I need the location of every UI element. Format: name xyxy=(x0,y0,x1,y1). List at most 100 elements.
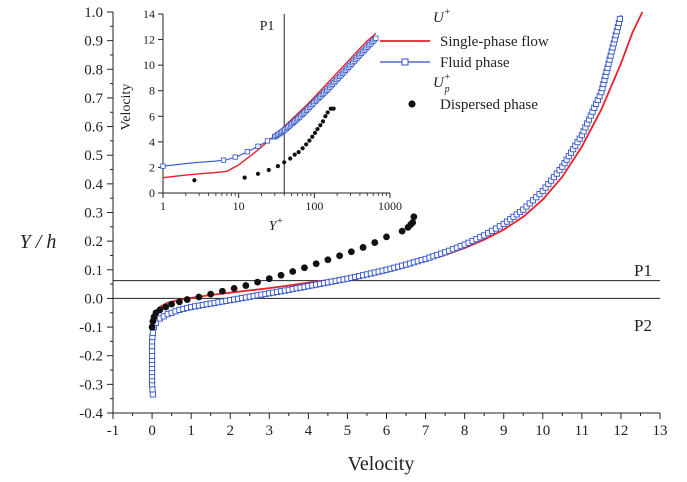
main-dispersed-phase-point xyxy=(168,300,176,308)
main-dispersed-phase-point xyxy=(383,233,390,241)
main-dispersed-phase-point xyxy=(162,303,170,311)
main-dispersed-phase-point xyxy=(219,287,226,295)
main-y-tick-label: -0.4 xyxy=(79,406,103,422)
main-fluid-phase-marker xyxy=(149,329,156,336)
inset-dispersed-phase-point xyxy=(315,126,320,132)
main-x-tick-label: 9 xyxy=(500,423,508,439)
main-x-tick-label: 0 xyxy=(148,423,156,439)
main-y-tick-label: 0.1 xyxy=(84,263,103,279)
legend-item-label: Single-phase flow xyxy=(440,34,549,50)
legend-swatch-dot xyxy=(408,100,416,108)
main-x-tick-label: 1 xyxy=(187,423,195,439)
main-fluid-phase-marker xyxy=(520,206,527,213)
inset-y-tick-label: 10 xyxy=(143,58,155,72)
main-dispersed-phase-point xyxy=(301,264,308,272)
inset-y-tick-label: 4 xyxy=(149,135,155,149)
inset-dispersed-phase-point xyxy=(304,142,309,147)
main-dispersed-phase-point xyxy=(207,290,215,298)
inset-fluid-phase-marker xyxy=(220,157,227,163)
inset-dispersed-phase-point xyxy=(292,152,297,157)
inset-fluid-phase-marker xyxy=(255,143,261,149)
inset-series-line-single-phase-flow xyxy=(162,32,377,179)
inset-fluid-phase-marker xyxy=(264,138,271,144)
main-fluid-phase-marker xyxy=(523,203,530,210)
main-x-tick-label: 6 xyxy=(383,423,391,439)
main-y-tick-label: 0.5 xyxy=(84,148,103,164)
legend-up-base: U xyxy=(433,75,445,91)
inset-y-tick-label: 0 xyxy=(149,186,155,200)
main-dispersed-phase-point xyxy=(347,248,355,256)
main-dispersed-phase-point xyxy=(265,275,273,283)
main-dispersed-phase-point xyxy=(398,227,406,235)
main-x-tick-label: 4 xyxy=(305,423,313,439)
legend-u-base: U xyxy=(433,10,445,26)
main-x-tick-label: 7 xyxy=(422,423,430,439)
inset-dispersed-phase-point xyxy=(242,175,247,180)
inset-x-tick-label: 10 xyxy=(233,199,245,213)
main-y-tick-label: -0.1 xyxy=(79,320,103,336)
main-x-tick-label: 13 xyxy=(653,423,668,439)
inset-x-tick-label: 1 xyxy=(160,199,166,213)
inset-fluid-phase-marker xyxy=(373,35,379,41)
main-x-tick-label: 12 xyxy=(613,423,628,439)
legend-up-sub: p xyxy=(444,84,450,95)
inset-x-tick-label: 100 xyxy=(305,199,323,213)
main-x-tick-label: 2 xyxy=(226,423,234,439)
inset-x-axis-title-base: Y xyxy=(269,219,279,234)
main-dispersed-phase-point xyxy=(410,213,418,221)
inset-dispersed-phase-point xyxy=(318,123,323,128)
inset-dispersed-phase-point xyxy=(275,164,281,169)
inset-dispersed-phase-point xyxy=(296,149,301,155)
main-fluid-phase-marker xyxy=(533,194,540,201)
main-plot: -1 0 1 2 3 4 5 6 7 8 9 10 11 12 13-0.4-0.3-0.2-0.10.00… xyxy=(79,5,667,439)
main-dispersed-phase-point xyxy=(277,271,285,279)
inset-x-axis-title-sup: + xyxy=(277,216,284,227)
inset-y-tick-label: 2 xyxy=(149,160,155,174)
inset-dispersed-phase-point xyxy=(266,167,271,173)
p1-line-label: P1 xyxy=(634,261,652,280)
inset-p1-label: P1 xyxy=(260,19,275,34)
inset-dispersed-phase-point xyxy=(282,160,287,165)
inset-y-tick-label: 14 xyxy=(143,7,155,21)
inset-dispersed-phase-point xyxy=(255,171,261,176)
legend-swatch-square xyxy=(401,58,409,66)
main-dispersed-phase-point xyxy=(254,278,261,286)
main-y-tick-label: 1.0 xyxy=(84,5,103,21)
main-dispersed-phase-point xyxy=(176,298,183,306)
legend-group-label-u-plus: U+ xyxy=(433,7,451,26)
main-y-tick-label: 0.6 xyxy=(84,120,103,136)
p2-line-label: P2 xyxy=(634,316,652,335)
main-x-tick-label: 8 xyxy=(461,423,469,439)
main-fluid-phase-marker xyxy=(526,200,533,207)
inset-dispersed-phase-point xyxy=(288,156,293,161)
inset-y-tick-label: 12 xyxy=(143,33,155,47)
main-dispersed-phase-point xyxy=(242,282,250,289)
main-fluid-phase-marker xyxy=(536,191,543,198)
main-y-tick-label: 0.3 xyxy=(84,206,103,222)
main-x-tick-label: 10 xyxy=(535,423,550,439)
main-fluid-phase-marker xyxy=(616,15,623,22)
inset-background xyxy=(140,8,402,220)
main-fluid-phase-marker xyxy=(149,386,156,393)
inset-dispersed-phase-point xyxy=(323,114,328,119)
main-fluid-phase-marker xyxy=(149,391,156,398)
main-dispersed-phase-point xyxy=(289,268,297,275)
inset-y-tick-label: 6 xyxy=(149,109,155,123)
inset-dispersed-phase-point xyxy=(307,138,312,143)
main-dispersed-phase-point xyxy=(336,252,344,260)
main-y-tick-label: -0.2 xyxy=(79,349,103,365)
legend-item-label: Dispersed phase xyxy=(440,97,538,113)
main-dispersed-phase-point xyxy=(371,239,379,246)
inset-dispersed-phase-point xyxy=(320,119,326,124)
legend-item-label: Fluid phase xyxy=(440,55,510,71)
main-dispersed-phase-point xyxy=(148,323,156,331)
inset-fluid-phase-marker xyxy=(160,163,166,169)
main-dispersed-phase-point xyxy=(195,293,203,301)
main-dispersed-phase-point xyxy=(324,256,332,264)
main-y-tick-label: 0.0 xyxy=(84,291,103,307)
main-x-tick-label: 5 xyxy=(344,423,352,439)
legend-up-sup: + xyxy=(444,72,451,83)
inset-dispersed-phase-point xyxy=(312,130,318,136)
